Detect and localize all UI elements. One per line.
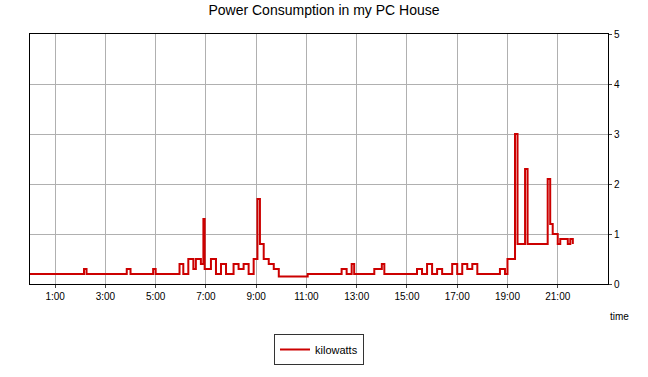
- svg-text:11:00: 11:00: [294, 291, 319, 302]
- svg-text:kilowatts: kilowatts: [315, 344, 358, 356]
- svg-text:5:00: 5:00: [146, 291, 166, 302]
- svg-text:9:00: 9:00: [246, 291, 266, 302]
- svg-text:17:00: 17:00: [445, 291, 470, 302]
- svg-text:21:00: 21:00: [545, 291, 570, 302]
- svg-text:1: 1: [614, 229, 620, 240]
- svg-text:Power Consumption in my PC Hou: Power Consumption in my PC House: [208, 2, 439, 18]
- svg-text:19:00: 19:00: [495, 291, 520, 302]
- svg-text:3:00: 3:00: [96, 291, 116, 302]
- svg-text:time: time: [610, 311, 629, 322]
- svg-text:3: 3: [614, 129, 620, 140]
- svg-text:7:00: 7:00: [196, 291, 216, 302]
- svg-text:5: 5: [614, 29, 620, 40]
- svg-text:2: 2: [614, 179, 620, 190]
- svg-text:15:00: 15:00: [394, 291, 419, 302]
- svg-text:0: 0: [614, 279, 620, 290]
- svg-text:4: 4: [614, 79, 620, 90]
- svg-text:13:00: 13:00: [344, 291, 369, 302]
- svg-text:1:00: 1:00: [45, 291, 65, 302]
